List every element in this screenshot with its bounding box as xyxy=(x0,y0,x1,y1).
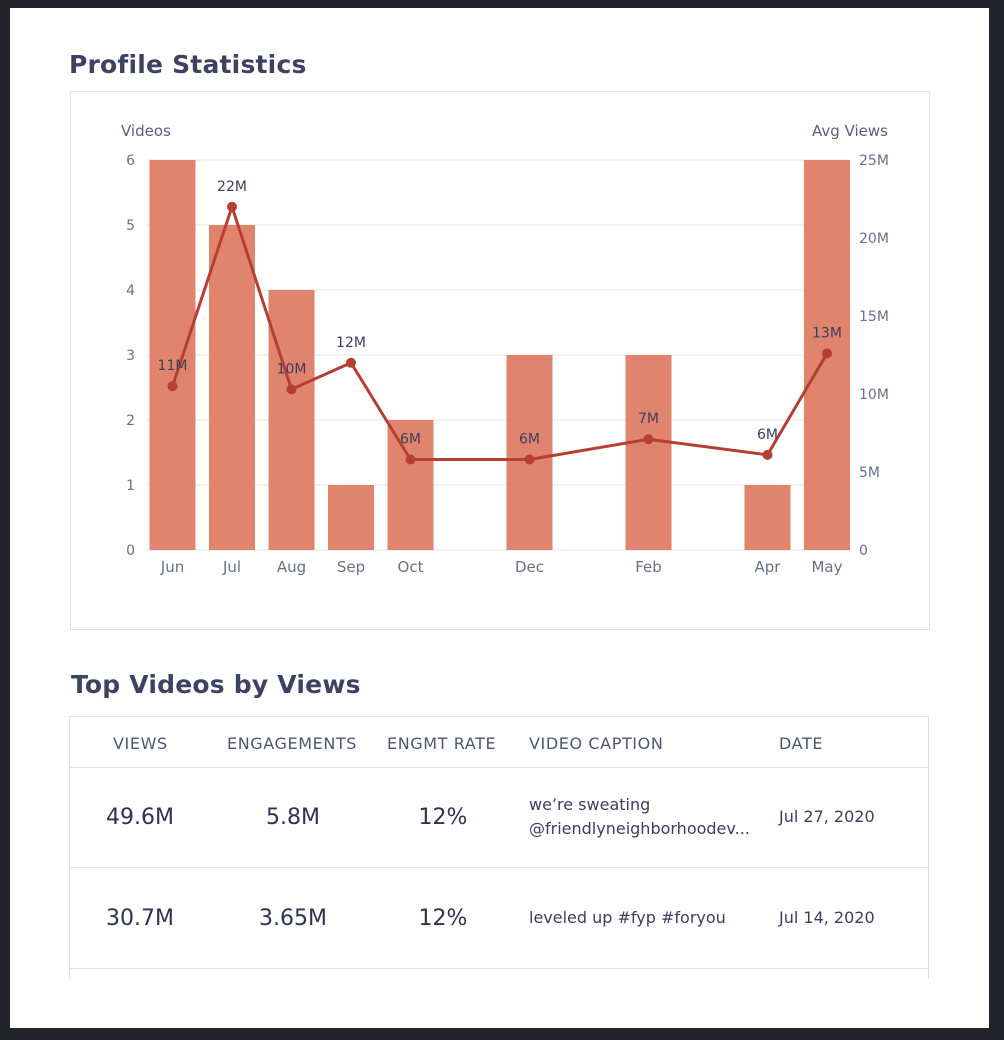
main-card: Profile Statistics 0 1 2 3 4 5 6 0 5M 10M 15M 20M 25… xyxy=(10,8,989,1028)
avg-views-data-label: 12M xyxy=(336,335,366,351)
bar-videos-aug xyxy=(268,290,315,550)
right-axis-tick-label: 5M xyxy=(859,465,880,481)
column-header-engagements[interactable]: ENGAGEMENTS xyxy=(227,734,358,753)
cell-views: 49.6M xyxy=(106,805,174,830)
right-axis-tick-label: 10M xyxy=(859,387,889,403)
avg-views-point-jun xyxy=(167,381,178,392)
avg-views-point-oct xyxy=(405,454,416,465)
x-axis-tick-label: Feb xyxy=(635,558,662,576)
bar-videos-feb xyxy=(625,355,672,550)
avg-views-data-label: 6M xyxy=(519,432,540,448)
avg-views-point-dec xyxy=(524,454,535,465)
x-axis-tick-label: Jul xyxy=(222,558,241,576)
avg-views-data-label: 13M xyxy=(812,325,842,341)
cell-engagements: 3.65M xyxy=(259,906,327,931)
avg-views-data-label: 22M xyxy=(217,179,247,195)
avg-views-point-feb xyxy=(643,434,654,445)
left-axis-tick-label: 0 xyxy=(126,543,135,559)
avg-views-data-label: 6M xyxy=(400,432,421,448)
x-axis-tick-label: Sep xyxy=(337,558,365,576)
column-header-engmt-rate[interactable]: ENGMT RATE xyxy=(387,734,497,753)
x-axis-tick-label: May xyxy=(811,558,842,576)
right-axis-tick-label: 15M xyxy=(859,309,889,325)
left-axis-tick-label: 5 xyxy=(126,218,135,234)
avg-views-data-label: 10M xyxy=(277,361,307,377)
bar-videos-apr xyxy=(744,485,791,550)
avg-views-point-sep xyxy=(346,357,356,368)
caption-line: leveled up #fyp #foryou xyxy=(529,908,726,927)
left-axis-tick-label: 3 xyxy=(126,348,135,364)
cell-engmt-rate: 12% xyxy=(418,805,468,830)
profile-statistics-title: Profile Statistics xyxy=(69,50,307,79)
x-axis-tick-label: Oct xyxy=(398,558,424,576)
cell-video-caption[interactable]: we’re sweating @friendlyneighborhoodev..… xyxy=(529,793,761,841)
avg-views-point-jul xyxy=(227,201,237,212)
right-axis-tick-label: 25M xyxy=(859,153,889,169)
bar-videos-sep xyxy=(328,485,374,550)
avg-views-point-aug xyxy=(286,384,297,395)
top-videos-table: VIEWS ENGAGEMENTS ENGMT RATE VIDEO CAPTI… xyxy=(69,716,929,979)
avg-views-point-apr xyxy=(762,449,773,460)
left-axis-tick-label: 1 xyxy=(126,478,135,494)
x-axis-tick-label: Apr xyxy=(755,558,782,576)
right-axis-tick-label: 0 xyxy=(859,543,868,559)
bar-videos-jul xyxy=(209,225,255,550)
cell-views: 30.7M xyxy=(106,906,174,931)
cell-video-caption[interactable]: leveled up #fyp #foryou xyxy=(529,906,761,930)
bar-videos-jun xyxy=(149,160,196,550)
left-axis-title: Videos xyxy=(121,122,171,140)
avg-views-data-label: 7M xyxy=(638,411,659,427)
table-header: VIEWS ENGAGEMENTS ENGMT RATE VIDEO CAPTI… xyxy=(70,717,928,768)
top-videos-title: Top Videos by Views xyxy=(71,670,361,699)
caption-line: @friendlyneighborhoodev... xyxy=(529,819,750,838)
avg-views-point-may xyxy=(822,348,832,359)
bar-videos-oct xyxy=(387,420,434,550)
cell-engagements: 5.8M xyxy=(266,805,320,830)
caption-line: we’re sweating xyxy=(529,795,651,814)
left-axis-tick-label: 6 xyxy=(126,153,135,169)
left-axis-tick-label: 4 xyxy=(126,283,135,299)
avg-views-data-label: 6M xyxy=(757,427,778,443)
right-axis-title: Avg Views xyxy=(812,122,888,140)
table-row[interactable]: 49.6M 5.8M 12% we’re sweating @friendlyn… xyxy=(70,767,928,868)
cell-date: Jul 27, 2020 xyxy=(779,807,875,826)
x-axis-tick-label: Aug xyxy=(277,558,306,576)
table-row[interactable]: 30.7M 3.65M 12% leveled up #fyp #foryou … xyxy=(70,868,928,969)
column-header-views[interactable]: VIEWS xyxy=(113,734,168,753)
avg-views-data-label: 11M xyxy=(158,358,188,374)
left-axis-tick-label: 2 xyxy=(126,413,135,429)
column-header-video-caption[interactable]: VIDEO CAPTION xyxy=(529,734,664,753)
chart-svg: 0 1 2 3 4 5 6 0 5M 10M 15M 20M 25M Videos Avg Views Jun… xyxy=(121,122,889,576)
bar-videos-dec xyxy=(506,355,553,550)
column-header-date[interactable]: DATE xyxy=(779,734,824,753)
right-axis-tick-label: 20M xyxy=(859,231,889,247)
cell-engmt-rate: 12% xyxy=(418,906,468,931)
x-axis-tick-label: Jun xyxy=(160,558,184,576)
cell-date: Jul 14, 2020 xyxy=(779,908,875,927)
x-axis-tick-label: Dec xyxy=(515,558,544,576)
profile-statistics-chart: 0 1 2 3 4 5 6 0 5M 10M 15M 20M 25M Videos Avg Views Jun… xyxy=(70,91,930,630)
